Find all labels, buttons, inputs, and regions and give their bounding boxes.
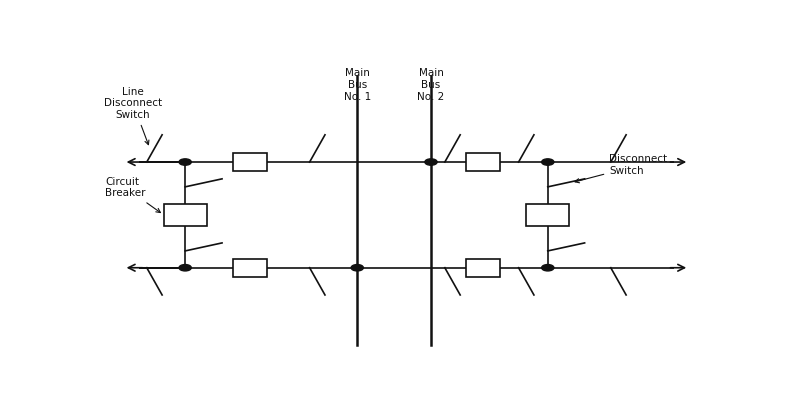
Text: Disconnect
Switch: Disconnect Switch <box>575 154 668 183</box>
Circle shape <box>351 265 363 271</box>
Circle shape <box>425 159 437 165</box>
Text: Circuit
Breaker: Circuit Breaker <box>105 177 160 213</box>
Bar <box>527 204 569 226</box>
Text: Main
Bus
No. 1: Main Bus No. 1 <box>343 67 371 102</box>
Bar <box>466 153 500 171</box>
Circle shape <box>542 265 554 271</box>
Circle shape <box>179 159 191 165</box>
Circle shape <box>179 265 191 271</box>
Bar <box>233 153 266 171</box>
Circle shape <box>542 159 554 165</box>
Bar <box>163 204 207 226</box>
Bar <box>466 259 500 277</box>
Text: Main
Bus
No. 2: Main Bus No. 2 <box>417 67 445 102</box>
Bar <box>233 259 266 277</box>
Text: Line
Disconnect
Switch: Line Disconnect Switch <box>104 87 162 145</box>
